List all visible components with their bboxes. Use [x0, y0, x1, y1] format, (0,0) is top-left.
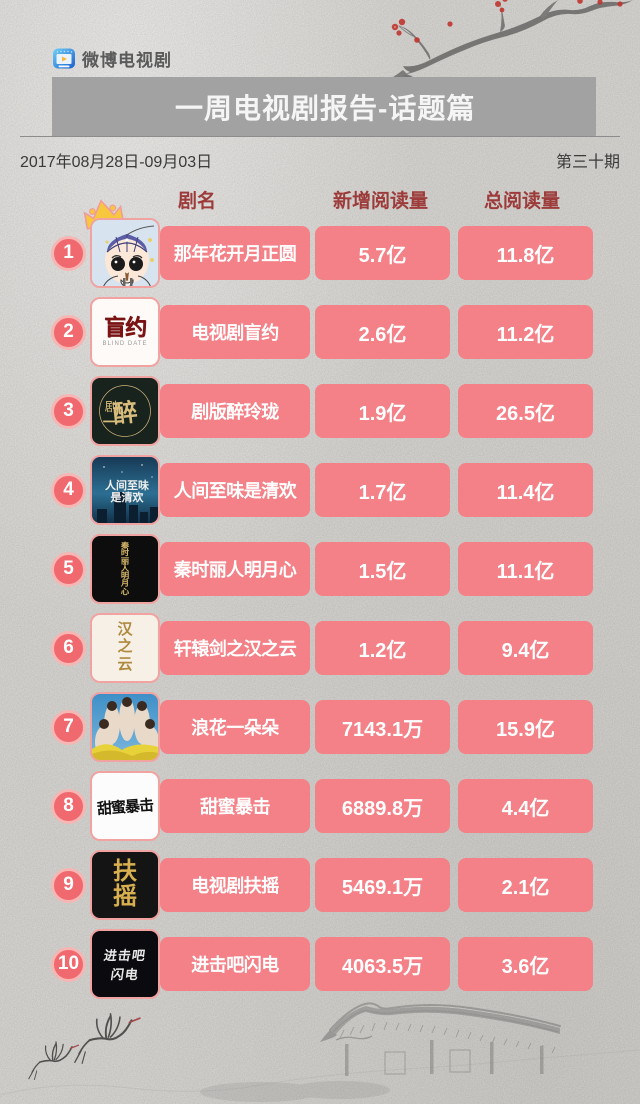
- svg-text:一: 一: [103, 415, 117, 431]
- svg-text:是清欢: 是清欢: [110, 490, 145, 504]
- svg-text:剧: 剧: [105, 400, 117, 414]
- svg-text:人间至味: 人间至味: [105, 478, 149, 492]
